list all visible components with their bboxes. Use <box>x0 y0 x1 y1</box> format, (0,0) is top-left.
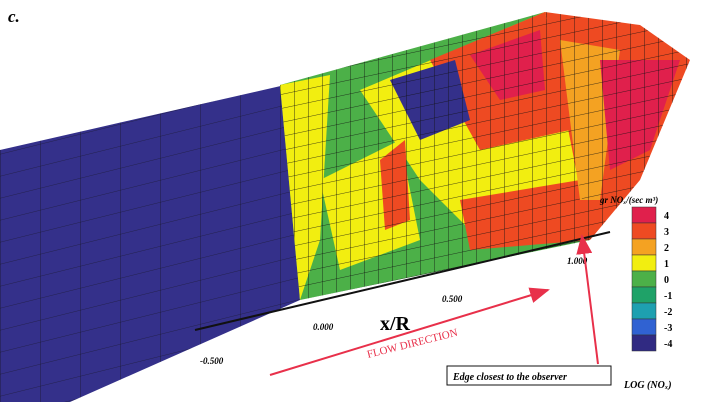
colorbar-swatch <box>631 318 657 336</box>
panel-label: c. <box>8 7 20 26</box>
edge-label: Edge closest to the observer <box>452 372 567 383</box>
colorbar-tick-label: 2 <box>664 243 669 254</box>
3d-surface <box>0 12 690 402</box>
colorbar-tick-label: -2 <box>664 307 672 318</box>
x-axis: -0.500 0.000 0.500 1.000 x/R <box>194 231 611 366</box>
colorbar-swatch <box>631 206 657 224</box>
edge-box <box>446 365 612 386</box>
colorbar-title: gr NOₓ/(sec m³) <box>599 195 658 205</box>
colorbar-swatch <box>631 222 657 240</box>
colorbar-tick-label: 3 <box>664 227 669 238</box>
colorbar-swatch <box>631 286 657 304</box>
colorbar-tick-label: -1 <box>664 291 672 302</box>
flow-arrow <box>269 287 550 376</box>
colorbar-swatch <box>631 270 657 288</box>
colorbar-tick-label: -4 <box>664 339 672 350</box>
colorbar-swatch <box>631 302 657 320</box>
colorbar: 4 3 2 1 0 -1 -2 -3 -4 <box>631 206 672 352</box>
x-tick-label: 1.000 <box>567 256 588 266</box>
colorbar-tick-label: 0 <box>664 275 669 286</box>
colorbar-tick-label: 4 <box>664 211 669 222</box>
x-tick-label: -0.500 <box>200 356 224 366</box>
x-tick-label: 0.000 <box>313 322 334 332</box>
colorbar-tick-label: -3 <box>664 323 672 334</box>
axis-label: x/R <box>380 313 411 335</box>
edge-arrow <box>576 234 599 365</box>
colorbar-swatch <box>631 254 657 272</box>
colorbar-swatch <box>631 334 657 352</box>
colorbar-footer: LOG (NOₓ) <box>623 380 672 391</box>
colorbar-swatch <box>631 238 657 256</box>
colorbar-tick-label: 1 <box>664 259 669 270</box>
x-tick-label: 0.500 <box>442 294 463 304</box>
